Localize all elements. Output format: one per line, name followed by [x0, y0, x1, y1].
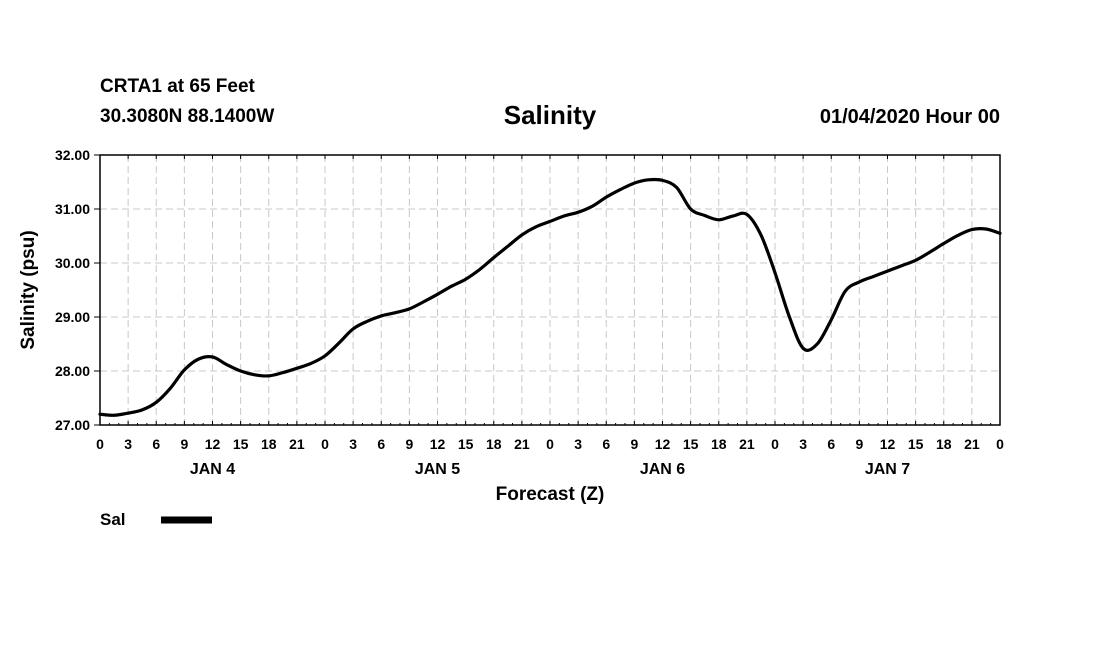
y-tick-label: 28.00	[55, 363, 90, 379]
y-tick-label: 29.00	[55, 309, 90, 325]
day-label: JAN 7	[865, 461, 910, 478]
x-tick-label: 3	[799, 436, 807, 452]
x-tick-label: 21	[514, 436, 530, 452]
x-tick-label: 6	[827, 436, 835, 452]
x-tick-label: 18	[486, 436, 502, 452]
x-tick-label: 15	[458, 436, 474, 452]
x-tick-label: 3	[124, 436, 132, 452]
x-tick-label: 0	[996, 436, 1004, 452]
x-tick-label: 3	[574, 436, 582, 452]
y-axis-label: Salinity (psu)	[18, 230, 39, 349]
x-tick-label: 9	[855, 436, 863, 452]
x-axis-label: Forecast (Z)	[496, 484, 605, 505]
x-tick-label: 0	[96, 436, 104, 452]
x-tick-label: 0	[546, 436, 554, 452]
y-tick-label: 27.00	[55, 417, 90, 433]
x-tick-label: 21	[964, 436, 980, 452]
labels-layer: 0 3 6 9 12 15 18 21 0 3 6 9 12 15 18 21 0 3 6 9 12 15 18 21 0 3 6 9…	[55, 147, 1004, 478]
x-tick-label: 15	[233, 436, 249, 452]
y-tick-label: 31.00	[55, 201, 90, 217]
x-tick-label: 12	[430, 436, 446, 452]
x-tick-label: 15	[683, 436, 699, 452]
station-coordinates: 30.3080N 88.1400W	[100, 106, 275, 127]
forecast-timestamp: 01/04/2020 Hour 00	[819, 106, 1000, 128]
x-tick-label: 15	[908, 436, 924, 452]
x-tick-label: 9	[405, 436, 413, 452]
x-tick-label: 21	[289, 436, 305, 452]
x-tick-label: 9	[630, 436, 638, 452]
x-tick-label: 12	[655, 436, 671, 452]
y-tick-label: 32.00	[55, 147, 90, 163]
legend-label-sal: Sal	[100, 510, 126, 529]
series-line-sal	[98, 177, 1002, 417]
x-tick-label: 18	[936, 436, 952, 452]
x-tick-label: 18	[711, 436, 727, 452]
chart-title: Salinity	[503, 100, 597, 130]
x-tick-label: 3	[349, 436, 357, 452]
x-tick-label: 6	[377, 436, 385, 452]
x-tick-label: 0	[771, 436, 779, 452]
x-tick-label: 0	[321, 436, 329, 452]
day-label: JAN 6	[640, 461, 685, 478]
day-label: JAN 5	[415, 461, 460, 478]
x-tick-label: 12	[880, 436, 896, 452]
grid-layer	[100, 155, 1000, 425]
x-tick-label: 12	[205, 436, 221, 452]
x-tick-label: 6	[152, 436, 160, 452]
x-tick-label: 18	[261, 436, 277, 452]
ticks-layer	[94, 154, 1001, 426]
station-label: CRTA1 at 65 Feet	[100, 76, 255, 97]
day-label: JAN 4	[190, 461, 235, 478]
x-tick-label: 9	[180, 436, 188, 452]
x-tick-label: 21	[739, 436, 755, 452]
y-tick-label: 30.00	[55, 255, 90, 271]
x-tick-label: 6	[602, 436, 610, 452]
